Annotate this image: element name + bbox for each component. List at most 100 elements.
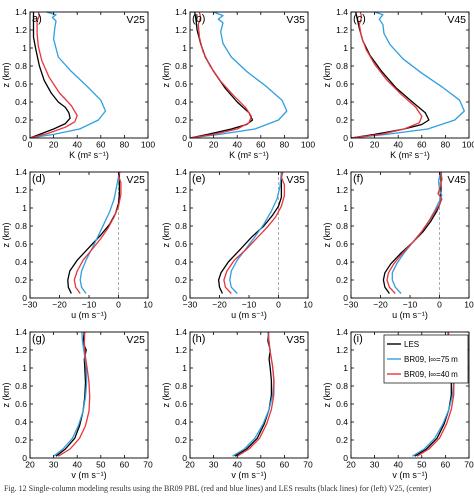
y-tick-label: 1.4 bbox=[175, 167, 187, 177]
series-line-les bbox=[350, 11, 430, 139]
y-tick-label: 1 bbox=[343, 43, 348, 53]
x-tick-label: 60 bbox=[120, 460, 130, 470]
y-tick-label: 0.2 bbox=[175, 115, 187, 125]
y-tick-label: 1 bbox=[22, 203, 27, 213]
y-tick-label: 0.6 bbox=[15, 399, 27, 409]
panel-label: a) bbox=[32, 13, 42, 25]
x-tick-label: 80 bbox=[441, 140, 451, 150]
plot-frame bbox=[189, 331, 309, 459]
x-tick-label: 80 bbox=[280, 140, 290, 150]
x-tick-label: 0 bbox=[188, 140, 193, 150]
y-tick-label: 1.2 bbox=[175, 345, 187, 355]
figure-caption: Fig. 12 Single-column modeling results u… bbox=[4, 484, 432, 493]
x-tick-label: 20 bbox=[49, 140, 59, 150]
legend: LES BR09, l∞=75 m BR09, l∞=40 m bbox=[383, 334, 469, 384]
y-tick-label: 0.4 bbox=[15, 97, 27, 107]
y-axis-label: z (km) bbox=[322, 63, 332, 88]
y-axis-label: z (km) bbox=[161, 223, 171, 248]
x-tick-label: 30 bbox=[370, 460, 380, 470]
y-tick-label: 1 bbox=[343, 203, 348, 213]
y-tick-label: 0 bbox=[22, 133, 27, 143]
y-tick-label: 0.2 bbox=[336, 435, 348, 445]
y-tick-label: 1.2 bbox=[175, 185, 187, 195]
x-tick-label: 60 bbox=[256, 140, 266, 150]
x-tick-label: 20 bbox=[370, 140, 380, 150]
x-tick-label: 10 bbox=[143, 300, 153, 310]
y-tick-label: 1 bbox=[182, 43, 187, 53]
y-tick-label: 0.2 bbox=[336, 115, 348, 125]
x-tick-label: 0 bbox=[116, 300, 121, 310]
x-axis-label: v (m s⁻¹) bbox=[231, 470, 266, 480]
panel-d: −30 −20 −10 0 10 0 0.2 0.4 0.6 0.8 1 1.2 1.4 u (m s⁻¹… bbox=[1, 167, 153, 320]
y-tick-label: 0.4 bbox=[336, 417, 348, 427]
panel-title: V35 bbox=[286, 334, 305, 346]
panel-label: (b) bbox=[192, 13, 205, 25]
y-axis-label: z (km) bbox=[322, 223, 332, 248]
y-tick-label: 1 bbox=[182, 203, 187, 213]
x-tick-label: −20 bbox=[373, 300, 388, 310]
y-tick-label: 0 bbox=[343, 133, 348, 143]
x-tick-label: −30 bbox=[23, 300, 38, 310]
panel-g: 20 30 40 50 60 70 0 0.2 0.4 0.6 0.8 1 1.2 1.4 v (m s⁻¹… bbox=[1, 327, 153, 480]
y-axis-label: z (km) bbox=[161, 63, 171, 88]
x-tick-label: 20 bbox=[25, 460, 35, 470]
plot-frame bbox=[29, 171, 149, 299]
panel-title: V45 bbox=[447, 14, 466, 26]
y-tick-label: 0 bbox=[182, 133, 187, 143]
x-tick-label: 10 bbox=[464, 300, 474, 310]
panel-title: V45 bbox=[447, 174, 466, 186]
x-tick-label: 20 bbox=[185, 460, 195, 470]
y-tick-label: 0.4 bbox=[336, 97, 348, 107]
panel-label: (f) bbox=[353, 173, 363, 185]
y-tick-label: 1.2 bbox=[336, 345, 348, 355]
y-tick-label: 0.6 bbox=[15, 79, 27, 89]
legend-label-les: LES bbox=[404, 340, 419, 349]
series-line-br09_40 bbox=[236, 331, 275, 457]
x-axis-label: K (m² s⁻¹) bbox=[69, 150, 109, 160]
plot-frame bbox=[350, 331, 470, 459]
y-axis-label: z (km) bbox=[322, 383, 332, 408]
x-tick-label: −10 bbox=[82, 300, 97, 310]
y-tick-label: 0.6 bbox=[175, 239, 187, 249]
y-tick-label: 1.4 bbox=[15, 167, 27, 177]
y-tick-label: 1.2 bbox=[336, 185, 348, 195]
series-line-br09_40 bbox=[223, 171, 286, 294]
y-tick-label: 1.4 bbox=[336, 167, 348, 177]
series-line-br09_40 bbox=[29, 11, 78, 139]
panel-c: 0 20 40 60 80 100 0 0.2 0.4 0.6 0.8 1 1.2 1.4 K (m² s⁻… bbox=[322, 7, 474, 160]
y-tick-label: 0.6 bbox=[175, 79, 187, 89]
panel-a: 0 20 40 60 80 100 0 0.2 0.4 0.6 0.8 1 1.2 1.4 K (m² s⁻… bbox=[1, 7, 155, 160]
x-tick-label: 100 bbox=[462, 140, 474, 150]
y-tick-label: 1.4 bbox=[15, 7, 27, 17]
y-tick-label: 0.2 bbox=[15, 115, 27, 125]
x-tick-label: 10 bbox=[303, 300, 313, 310]
x-tick-label: 0 bbox=[437, 300, 442, 310]
y-tick-label: 0.8 bbox=[175, 221, 187, 231]
x-tick-label: 0 bbox=[276, 300, 281, 310]
legend-label-br09_75: BR09, l∞=75 m bbox=[404, 355, 458, 364]
x-tick-label: −10 bbox=[403, 300, 418, 310]
x-tick-label: −30 bbox=[344, 300, 359, 310]
x-tick-label: 50 bbox=[96, 460, 106, 470]
x-tick-label: 20 bbox=[346, 460, 356, 470]
series-line-br09_40 bbox=[189, 11, 253, 139]
x-axis-label: u (m s⁻¹) bbox=[231, 310, 267, 320]
x-tick-label: 100 bbox=[301, 140, 315, 150]
x-tick-label: 80 bbox=[120, 140, 130, 150]
series-line-br09_75 bbox=[189, 11, 288, 139]
y-tick-label: 0.6 bbox=[175, 399, 187, 409]
x-tick-label: 0 bbox=[28, 140, 33, 150]
y-tick-label: 0 bbox=[22, 293, 27, 303]
series-line-les bbox=[217, 172, 283, 294]
series-line-les bbox=[29, 12, 71, 139]
y-tick-label: 0 bbox=[182, 453, 187, 463]
series-line-br09_75 bbox=[391, 171, 443, 294]
plot-frame bbox=[189, 11, 309, 139]
panel-i: 20 30 40 50 60 70 0 0.2 0.4 0.6 0.8 1 1.2 1.4 v (m s⁻¹… bbox=[322, 327, 474, 480]
x-tick-label: 70 bbox=[303, 460, 313, 470]
panel-label: (g) bbox=[32, 333, 45, 345]
x-tick-label: 0 bbox=[349, 140, 354, 150]
x-tick-label: 40 bbox=[393, 460, 403, 470]
panel-label: (d) bbox=[32, 173, 45, 185]
x-tick-label: 60 bbox=[280, 460, 290, 470]
